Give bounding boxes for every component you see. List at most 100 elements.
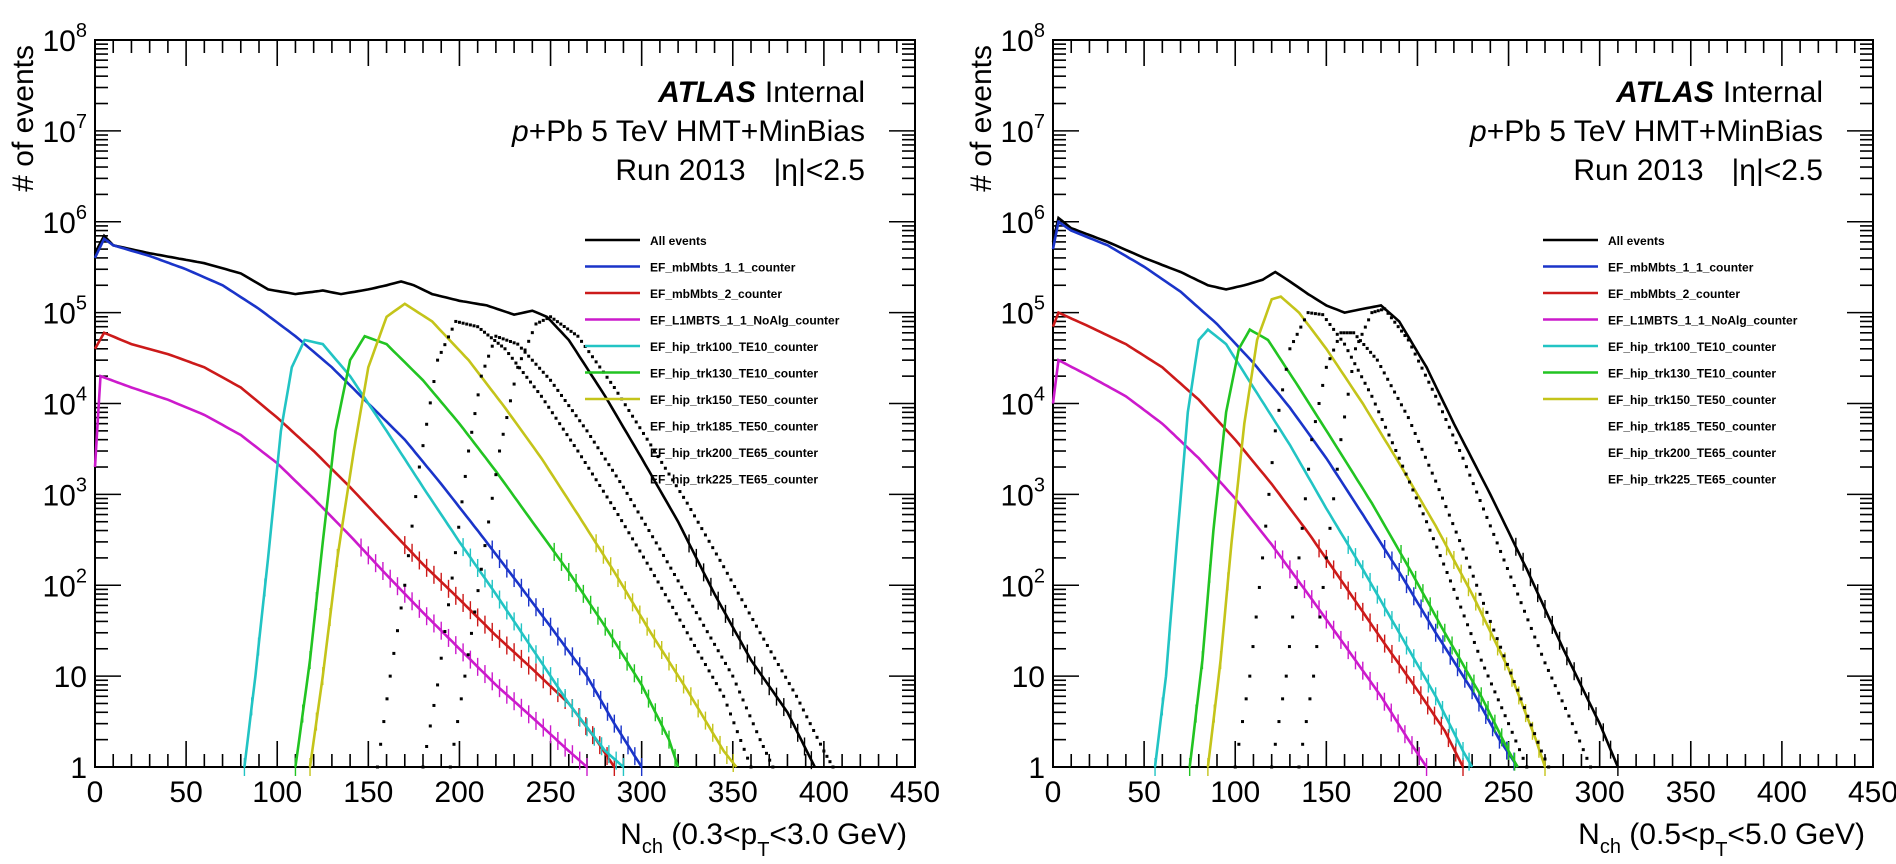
y-tick-label: 1 xyxy=(1028,752,1045,785)
series-point xyxy=(1357,340,1361,344)
series-point xyxy=(722,694,726,698)
series-point xyxy=(658,547,662,551)
series-point xyxy=(1468,565,1472,569)
series-point xyxy=(1270,461,1274,465)
series-point xyxy=(1560,699,1564,703)
x-title-sub2: T xyxy=(1715,839,1727,861)
series-point xyxy=(618,480,622,484)
y-tick-exponent: 2 xyxy=(1034,565,1045,587)
series-point xyxy=(1420,366,1424,370)
x-title-pre: (0.3<p xyxy=(663,818,757,851)
series-point xyxy=(698,617,702,621)
series-point xyxy=(705,630,709,634)
legend-label: All events xyxy=(1608,234,1665,248)
series-point xyxy=(815,735,819,739)
series-point xyxy=(417,465,421,469)
series-point xyxy=(406,554,410,558)
series-6 xyxy=(1188,327,1519,776)
series-point xyxy=(1313,312,1317,316)
series-point xyxy=(671,605,675,609)
series-point xyxy=(453,551,457,555)
y-tick-base: 1 xyxy=(1028,752,1045,785)
series-point xyxy=(529,380,533,384)
series-point xyxy=(436,358,440,362)
atlas-label: ATLAS Internal xyxy=(1615,76,1823,109)
series-point xyxy=(1379,365,1383,369)
series-point xyxy=(539,394,543,398)
series-point xyxy=(801,708,805,712)
x-tick-label: 0 xyxy=(1045,776,1062,809)
series-point xyxy=(1380,418,1384,422)
y-tick-label: 108 xyxy=(1001,20,1046,58)
series-point xyxy=(638,426,642,430)
series-point xyxy=(1523,609,1526,613)
series-point xyxy=(459,697,463,701)
series-point xyxy=(607,463,611,467)
series-point xyxy=(1324,318,1328,322)
series-point xyxy=(570,409,574,413)
series-point xyxy=(741,698,745,702)
x-axis-title: Nch (0.3<pT<3.0 GeV) xyxy=(620,818,907,861)
y-tick-base: 10 xyxy=(43,116,76,149)
series-point xyxy=(382,720,386,724)
y-tick-label: 105 xyxy=(1001,293,1046,331)
series-point xyxy=(523,348,527,352)
series-point xyxy=(1485,515,1489,519)
series-point xyxy=(574,414,578,418)
series-point xyxy=(616,513,620,517)
series-point xyxy=(1461,547,1465,551)
series-point xyxy=(1492,532,1496,536)
series-point xyxy=(742,747,746,751)
series-point xyxy=(1372,354,1376,358)
series-point xyxy=(609,380,613,384)
series-point xyxy=(1348,331,1352,335)
series-point xyxy=(1434,394,1438,398)
y-tick-exponent: 4 xyxy=(1034,384,1045,406)
series-point xyxy=(518,366,522,370)
series-point xyxy=(561,427,565,431)
y-tick-exponent: 5 xyxy=(76,293,87,315)
series-point xyxy=(680,585,684,589)
series-point xyxy=(534,362,538,366)
legend-label: EF_mbMbts_1_1_counter xyxy=(650,261,796,275)
x-tick-label: 450 xyxy=(1848,776,1896,809)
x-title-sub: ch xyxy=(1600,836,1621,858)
series-point xyxy=(1547,765,1551,769)
series-point xyxy=(1377,410,1381,414)
series-point xyxy=(751,618,755,622)
legend-label: EF_hip_trk200_TE65_counter xyxy=(1608,446,1776,460)
series-point xyxy=(682,624,686,628)
series-point xyxy=(616,391,620,395)
series-point xyxy=(609,501,613,505)
series-point xyxy=(667,599,671,603)
series-point xyxy=(1536,740,1540,744)
legend-label: EF_hip_trk130_TE10_counter xyxy=(1608,367,1776,381)
chart-panel-2: 0 50 100 150 200 250 300 350 400 4501101021031041… xyxy=(965,20,1896,861)
y-tick-base: 10 xyxy=(1001,479,1034,512)
series-point xyxy=(1472,640,1476,644)
series-point xyxy=(720,655,724,659)
series-point xyxy=(1297,765,1301,769)
series-point xyxy=(629,498,633,502)
series-point xyxy=(627,408,631,412)
series-point xyxy=(392,651,396,655)
series-point xyxy=(476,325,480,329)
y-tick-exponent: 2 xyxy=(76,565,87,587)
legend-label: EF_hip_trk100_TE10_counter xyxy=(1608,340,1776,354)
series-point xyxy=(439,350,443,354)
series-point xyxy=(1462,614,1466,618)
series-10 xyxy=(1297,307,1593,769)
series-point xyxy=(527,354,531,358)
series-7 xyxy=(308,302,738,776)
series-point xyxy=(448,765,452,769)
internal-label: Internal xyxy=(1723,76,1823,109)
series-point xyxy=(1366,388,1370,392)
series-point xyxy=(1442,562,1446,566)
series-point xyxy=(375,765,379,769)
series-point xyxy=(403,583,407,587)
series-point xyxy=(683,592,687,596)
series-point xyxy=(1403,334,1407,338)
legend-label: EF_hip_trk225_TE65_counter xyxy=(650,473,818,487)
series-point xyxy=(590,355,594,359)
